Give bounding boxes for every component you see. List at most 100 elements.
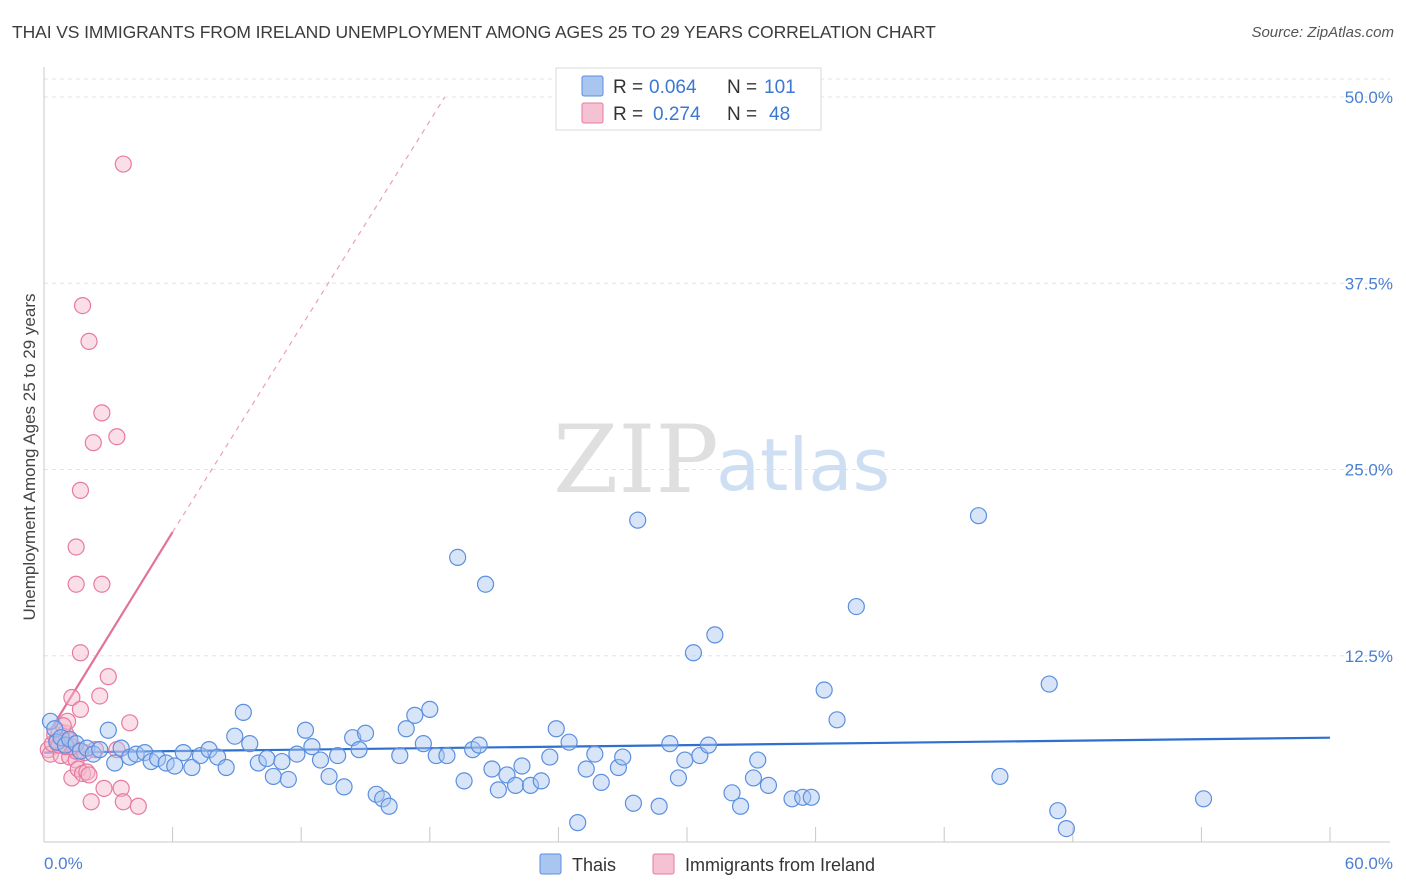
thais-point xyxy=(356,724,375,742)
ireland-point xyxy=(129,797,147,815)
y-axis-label: Unemployment Among Ages 25 to 29 years xyxy=(20,294,39,621)
bottom-legend-thais: Thais xyxy=(572,855,616,875)
thais-point xyxy=(470,736,488,754)
legend-swatch-ireland xyxy=(581,102,604,124)
ireland-point xyxy=(121,714,139,732)
thais-point xyxy=(676,751,694,769)
thais-point xyxy=(731,797,750,815)
x-tick-label: 60.0% xyxy=(1345,854,1393,873)
thais-point xyxy=(521,776,540,794)
thais-points xyxy=(41,507,1213,838)
legend-swatch-thais xyxy=(581,75,604,97)
thais-point xyxy=(669,769,688,787)
thais-point xyxy=(783,790,801,808)
thais-point xyxy=(759,776,778,794)
legend-r-value-thais: 0.064 xyxy=(649,77,697,98)
bottom-legend-swatch-ireland xyxy=(652,853,675,875)
thais-point xyxy=(592,773,610,792)
thais-point xyxy=(99,721,117,739)
ireland-point xyxy=(67,575,85,593)
thais-point xyxy=(586,745,604,763)
ireland-point xyxy=(114,155,132,173)
thais-point xyxy=(380,797,398,815)
ireland-point xyxy=(91,687,109,705)
thais-point xyxy=(148,749,167,768)
ireland-point xyxy=(93,575,111,593)
thais-point xyxy=(273,752,291,771)
bottom-legend-swatch-thais xyxy=(539,853,562,875)
thais-point xyxy=(217,758,235,777)
thais-point xyxy=(650,797,668,815)
axes xyxy=(43,67,1390,843)
legend-n-value-thais: 101 xyxy=(764,77,796,98)
thais-point xyxy=(329,746,347,765)
thais-point xyxy=(350,741,368,759)
y-tick-label: 37.5% xyxy=(1345,274,1393,293)
thais-point xyxy=(828,711,846,729)
thais-point xyxy=(1049,802,1067,820)
legend-r-label-ireland: R = xyxy=(613,104,643,125)
ireland-point xyxy=(95,779,113,797)
thais-point xyxy=(249,754,267,772)
ireland-point xyxy=(84,434,102,452)
legend-n-label-ireland: N = xyxy=(727,104,757,125)
thais-point xyxy=(438,746,456,765)
y-tick-label: 25.0% xyxy=(1345,461,1393,480)
thais-point xyxy=(78,739,96,757)
thais-point xyxy=(624,794,643,812)
thais-point xyxy=(46,720,64,738)
thais-point xyxy=(191,746,210,765)
ireland-point xyxy=(82,793,100,811)
thais-point xyxy=(609,758,628,777)
thais-point xyxy=(723,784,741,802)
ireland-point xyxy=(86,741,105,759)
ireland-point xyxy=(78,763,96,781)
thais-point xyxy=(166,757,184,775)
thais-point xyxy=(414,735,432,753)
thais-point xyxy=(174,743,192,762)
thais-point xyxy=(614,748,632,766)
thais-point xyxy=(684,644,703,662)
thais-point xyxy=(288,745,306,763)
ireland-trend-extension xyxy=(172,96,446,533)
thais-trend-line xyxy=(43,736,1331,754)
source-label: Source: ZipAtlas.com xyxy=(1251,24,1394,41)
ireland-point xyxy=(114,793,132,811)
thais-point xyxy=(629,511,647,529)
thais-point xyxy=(311,751,330,769)
thais-point xyxy=(91,741,109,759)
legend-r-label-thais: R = xyxy=(613,77,643,98)
trend-lines xyxy=(43,96,1331,754)
thais-point xyxy=(421,700,439,718)
thais-point xyxy=(296,721,315,739)
thais-point xyxy=(264,767,282,786)
ireland-point xyxy=(80,766,98,784)
thais-point xyxy=(127,745,145,763)
bottom-legend: Thais Immigrants from Ireland xyxy=(539,853,875,875)
thais-point xyxy=(699,736,718,754)
thais-point xyxy=(489,781,507,799)
thais-point xyxy=(476,575,495,593)
y-tick-label: 50.0% xyxy=(1345,88,1393,107)
ireland-point xyxy=(73,297,92,315)
thais-point xyxy=(391,746,409,765)
thais-point xyxy=(969,507,988,525)
thais-point xyxy=(541,748,559,766)
grid-lines xyxy=(44,78,1390,657)
thais-point xyxy=(560,733,578,751)
ireland-point xyxy=(112,779,130,797)
thais-point xyxy=(258,749,276,768)
ireland-point xyxy=(99,668,117,686)
watermark-atlas: atlas xyxy=(716,423,890,507)
watermark-zip: ZIP xyxy=(553,406,719,515)
ireland-point xyxy=(93,404,111,422)
thais-point xyxy=(1194,790,1213,808)
thais-point xyxy=(335,778,353,796)
thais-point xyxy=(1057,819,1075,838)
thais-point xyxy=(455,772,473,790)
tick-labels: 12.5% 25.0% 37.5% 50.0% 0.0% 60.0% xyxy=(44,88,1393,873)
thais-point xyxy=(547,720,565,738)
chart-title: THAI VS IMMIGRANTS FROM IRELAND UNEMPLOY… xyxy=(12,22,936,42)
thais-point xyxy=(513,757,531,775)
thais-point xyxy=(397,720,415,738)
